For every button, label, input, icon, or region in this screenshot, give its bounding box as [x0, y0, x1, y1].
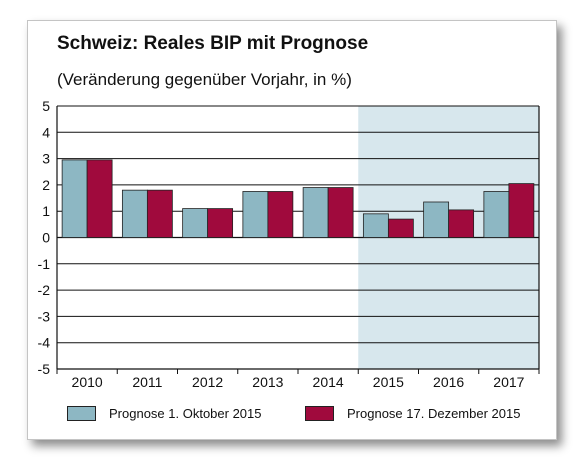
bar-dezember-2014: [327, 187, 354, 238]
y-tick-label: 1: [42, 203, 50, 219]
bar-oktober-2015: [362, 213, 389, 238]
bar-oktober-2011: [121, 189, 148, 238]
x-tick-label: 2014: [313, 374, 344, 390]
y-tick-label: -4: [38, 335, 51, 351]
x-tick-label: 2017: [493, 374, 524, 390]
bar-dezember-2017: [508, 183, 535, 238]
legend-label-dezember: Prognose 17. Dezember 2015: [347, 405, 521, 421]
legend-item-dezember: Prognose 17. Dezember 2015: [305, 404, 520, 422]
chart-title: Schweiz: Reales BIP mit Prognose: [57, 33, 369, 54]
y-tick-label: -3: [38, 308, 51, 324]
bar-dezember-2012: [207, 208, 234, 238]
bar-dezember-2011: [146, 189, 173, 238]
legend-swatch-dezember: [305, 405, 334, 421]
bar-oktober-2017: [483, 191, 510, 238]
legend-swatch-oktober: [67, 405, 96, 421]
bar-oktober-2014: [302, 187, 329, 238]
legend-item-oktober: Prognose 1. Oktober 2015: [67, 404, 262, 422]
bar-dezember-2015: [387, 218, 414, 238]
x-tick-label: 2010: [72, 374, 103, 390]
bar-oktober-2010: [61, 159, 88, 238]
x-tick-label: 2016: [433, 374, 464, 390]
x-tick-label: 2011: [132, 374, 162, 390]
legend-label-oktober: Prognose 1. Oktober 2015: [109, 405, 262, 421]
y-tick-label: -2: [38, 282, 51, 298]
bar-dezember-2013: [267, 191, 294, 238]
y-tick-label: 0: [42, 230, 50, 246]
x-tick-label: 2013: [252, 374, 283, 390]
bar-oktober-2016: [423, 201, 450, 238]
y-tick-label: -5: [38, 361, 51, 377]
x-tick-label: 2012: [192, 374, 223, 390]
y-tick-label: 5: [42, 98, 50, 114]
bar-oktober-2012: [182, 208, 209, 238]
y-tick-label: 2: [42, 177, 50, 193]
bar-oktober-2013: [242, 191, 269, 238]
y-tick-label: 4: [42, 124, 50, 140]
chart-subtitle: (Veränderung gegenüber Vorjahr, in %): [57, 70, 352, 89]
bar-dezember-2010: [86, 159, 113, 238]
y-tick-label: 3: [42, 151, 50, 167]
x-tick-label: 2015: [373, 374, 404, 390]
bar-dezember-2016: [448, 209, 475, 238]
y-tick-label: -1: [38, 256, 51, 272]
